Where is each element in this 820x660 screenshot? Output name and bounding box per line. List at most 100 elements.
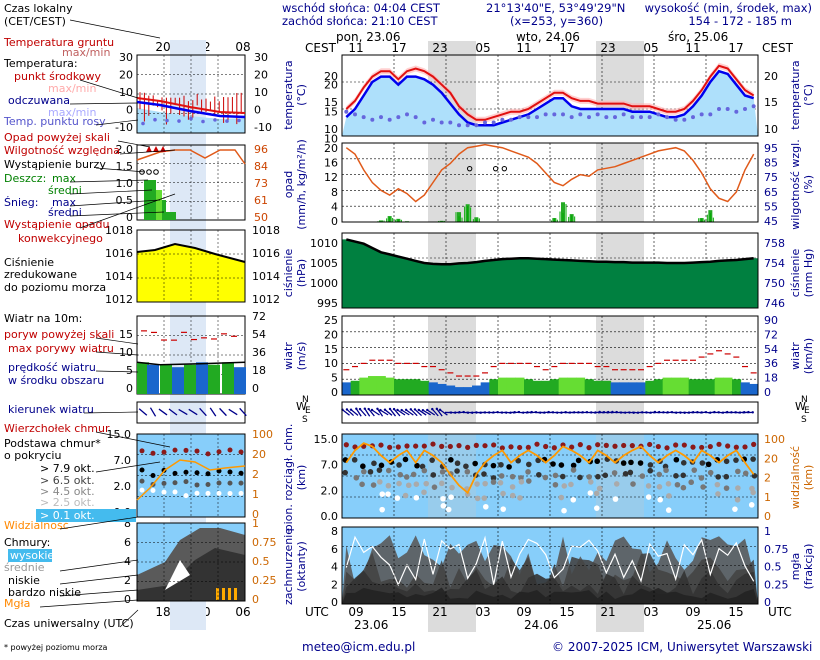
legend-label: do poziomu morza: [4, 281, 106, 294]
legend-label: > 2.5 okt.: [40, 496, 95, 509]
legend-cloud-base: [194, 482, 200, 488]
dir-e: E: [305, 406, 311, 416]
legend-dew-point: [177, 119, 181, 123]
wind-arrow: [380, 409, 389, 416]
cloud-base-point: [421, 467, 428, 474]
legend-label: Wystąpienie burzy: [4, 158, 106, 171]
cloud-top-point: [742, 444, 748, 450]
wind-arrow: [436, 408, 443, 417]
dewpoint-point: [370, 117, 375, 122]
pressure-tick-right: 754: [764, 257, 785, 270]
legend-cloud-top: [139, 448, 145, 454]
wind-bar: [498, 377, 508, 395]
cloud-base-point: [385, 491, 391, 497]
cloud-base-point: [376, 479, 383, 485]
legend-vis-tick: 20: [252, 448, 266, 461]
elevation-values: 154 - 172 - 185 m: [688, 14, 792, 28]
wind-tick-left: 20: [324, 328, 338, 341]
cloud-base-point: [594, 458, 601, 465]
legend-connector: [69, 179, 149, 183]
legend-connector: [95, 337, 139, 345]
wind-tick-left: 5: [331, 372, 338, 385]
cloud-base-point: [361, 468, 367, 475]
legend-cl-tick: 0: [124, 593, 131, 606]
cloud-top-point: [569, 444, 575, 450]
cloud-base-point: [568, 481, 574, 488]
cloud-base-point: [602, 472, 609, 479]
cloud-base-point: [474, 481, 480, 487]
dewpoint-point: [665, 115, 669, 120]
legend-label: o pokryciu: [4, 449, 61, 462]
cloud-base-point: [385, 467, 392, 474]
legend-hour-bottom: 18: [155, 605, 170, 619]
cloud-base-point: [506, 464, 512, 470]
cloud-base-point: [359, 481, 365, 488]
wind-arrow-head: [431, 407, 434, 411]
pressure-axis-label-right: ciśnienie: [789, 249, 802, 298]
wind-arrow-head: [355, 407, 358, 410]
night-band: [596, 143, 644, 222]
wind-arrow: [368, 408, 375, 417]
legend-cloud-layer: [165, 560, 190, 590]
cloud-top-point: [508, 444, 514, 450]
dewpoint-point: [587, 115, 591, 120]
legend-temp-tick: 20: [119, 69, 133, 82]
cloud-base-point: [402, 492, 409, 499]
wind-bar: [584, 379, 594, 395]
legend-wind-arrow: [149, 407, 157, 417]
legend-cl-tick: 8: [124, 517, 131, 530]
cloud-top-point: [491, 442, 497, 448]
legend-fog-tick: 1: [252, 517, 259, 530]
precip-bar: [379, 220, 383, 222]
cover-tick-left: 4: [331, 561, 338, 574]
legend-label: max porywy wiatru: [8, 342, 114, 355]
hour-bottom: 21: [432, 605, 447, 619]
cloud-base-point: [429, 457, 435, 463]
wind-bar: [740, 382, 750, 395]
legend-label: Wilgotność względna: [4, 144, 120, 157]
wind-arrow-head: [370, 408, 374, 412]
cloud-base-point: [430, 472, 437, 478]
cloud-base-point: [587, 479, 594, 485]
temp-frame: [341, 54, 759, 137]
precip-tick-left: 0: [331, 215, 338, 228]
legend-connector: [59, 589, 139, 597]
pressure-axis-unit-right: (mm Hg): [802, 249, 815, 298]
legend-label: > 4.5 okt.: [40, 485, 95, 498]
temp-tick-right: 20: [764, 70, 778, 83]
legend-cloud-top: [205, 451, 211, 457]
legend-label: > 7.9 okt.: [40, 462, 95, 475]
legend-connector: [95, 461, 161, 473]
legend-connector: [69, 189, 153, 195]
hour-top: 11: [516, 41, 531, 55]
legend-vis-tick: 100: [252, 428, 273, 441]
legend-temp-tick-right: 20: [254, 69, 268, 82]
grid-text: (x=253, y=360): [510, 14, 604, 28]
wind-arrow-head: [349, 408, 353, 411]
footer-email[interactable]: meteo@icm.edu.pl: [302, 640, 416, 654]
cloud-base-point: [360, 463, 366, 470]
day-bottom: 25.06: [697, 618, 731, 632]
temp-tick-right: 15: [764, 96, 778, 109]
wind-bar: [385, 377, 395, 395]
wind-bar: [567, 377, 577, 395]
day-bottom: 24.06: [524, 618, 558, 632]
cloud-top-point: [534, 441, 540, 447]
wind-tick-right: 18: [764, 372, 778, 385]
night-band: [596, 604, 644, 632]
wind-tick-right: 90: [764, 314, 778, 327]
legend-precip-tick: 1.0: [116, 177, 134, 190]
legend-label: punkt środkowy: [14, 70, 102, 83]
storm-mark: [492, 165, 499, 172]
precip-tick-left: 8: [331, 186, 338, 199]
cloud-base-point: [657, 496, 663, 503]
cloud-base-point: [570, 462, 577, 469]
cover-axis-unit-right: (frakcja): [802, 544, 815, 590]
cloud-base-point: [367, 469, 374, 475]
cloud-base-point: [628, 459, 634, 466]
cloud-base-point: [559, 473, 566, 480]
dewpoint-point: [483, 120, 487, 125]
legend-label: max/min: [48, 82, 96, 95]
legend-connector: [95, 351, 139, 356]
cloud-top-point: [456, 443, 462, 449]
